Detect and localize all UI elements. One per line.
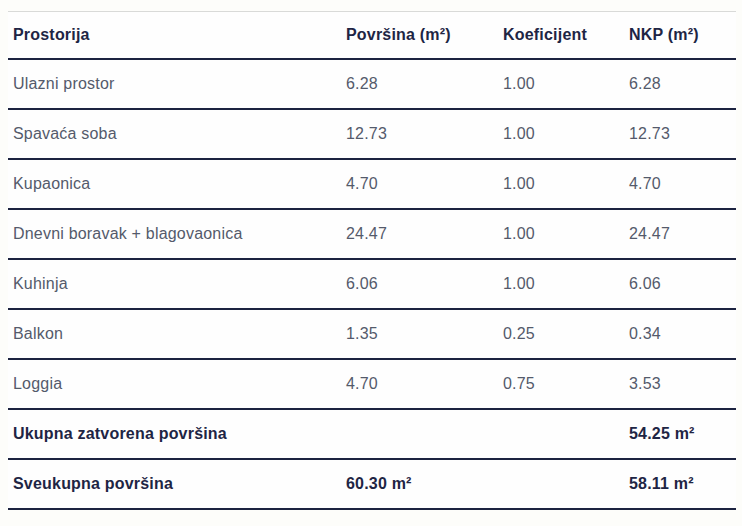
koeficijent-cell: 0.25 bbox=[502, 325, 628, 343]
nkp-cell: 0.34 bbox=[628, 325, 736, 343]
povrsina-cell: 4.70 bbox=[345, 175, 502, 193]
total-nkp-cell: 58.11 m² bbox=[628, 475, 736, 493]
table-row: Kuhinja 6.06 1.00 6.06 bbox=[8, 260, 736, 310]
total-povrsina-cell: 60.30 m² bbox=[345, 475, 502, 493]
povrsina-cell: 6.28 bbox=[345, 75, 502, 93]
table-row: Kupaonica 4.70 1.00 4.70 bbox=[8, 160, 736, 210]
povrsina-cell: 12.73 bbox=[345, 125, 502, 143]
nkp-cell: 3.53 bbox=[628, 375, 736, 393]
nkp-cell: 6.28 bbox=[628, 75, 736, 93]
table-row: Dnevni boravak + blagovaonica 24.47 1.00… bbox=[8, 210, 736, 260]
total-row-overall-area: Sveukupna površina 60.30 m² 58.11 m² bbox=[8, 460, 736, 510]
table-header-row: Prostorija Površina (m²) Koeficijent NKP… bbox=[8, 12, 736, 60]
povrsina-cell: 1.35 bbox=[345, 325, 502, 343]
koeficijent-cell: 1.00 bbox=[502, 275, 628, 293]
room-name-cell: Spavaća soba bbox=[8, 125, 345, 143]
room-area-table: Prostorija Površina (m²) Koeficijent NKP… bbox=[8, 11, 736, 510]
room-name-cell: Dnevni boravak + blagovaonica bbox=[8, 225, 345, 243]
total-nkp-cell: 54.25 m² bbox=[628, 425, 736, 443]
povrsina-cell: 4.70 bbox=[345, 375, 502, 393]
room-name-cell: Loggia bbox=[8, 375, 345, 393]
table-row: Ulazni prostor 6.28 1.00 6.28 bbox=[8, 60, 736, 110]
column-header-povrsina: Površina (m²) bbox=[345, 26, 502, 44]
table-row: Loggia 4.70 0.75 3.53 bbox=[8, 360, 736, 410]
koeficijent-cell: 1.00 bbox=[502, 125, 628, 143]
nkp-cell: 4.70 bbox=[628, 175, 736, 193]
nkp-cell: 24.47 bbox=[628, 225, 736, 243]
total-label-cell: Sveukupna površina bbox=[8, 475, 345, 493]
total-row-closed-area: Ukupna zatvorena površina 54.25 m² bbox=[8, 410, 736, 460]
povrsina-cell: 6.06 bbox=[345, 275, 502, 293]
room-name-cell: Balkon bbox=[8, 325, 345, 343]
table-row: Balkon 1.35 0.25 0.34 bbox=[8, 310, 736, 360]
column-header-koeficijent: Koeficijent bbox=[502, 26, 628, 44]
koeficijent-cell: 1.00 bbox=[502, 75, 628, 93]
povrsina-cell: 24.47 bbox=[345, 225, 502, 243]
column-header-prostorija: Prostorija bbox=[8, 26, 345, 44]
room-name-cell: Kupaonica bbox=[8, 175, 345, 193]
koeficijent-cell: 1.00 bbox=[502, 225, 628, 243]
room-name-cell: Kuhinja bbox=[8, 275, 345, 293]
room-name-cell: Ulazni prostor bbox=[8, 75, 345, 93]
total-label-cell: Ukupna zatvorena površina bbox=[8, 425, 345, 443]
koeficijent-cell: 1.00 bbox=[502, 175, 628, 193]
table-row: Spavaća soba 12.73 1.00 12.73 bbox=[8, 110, 736, 160]
nkp-cell: 6.06 bbox=[628, 275, 736, 293]
koeficijent-cell: 0.75 bbox=[502, 375, 628, 393]
nkp-cell: 12.73 bbox=[628, 125, 736, 143]
column-header-nkp: NKP (m²) bbox=[628, 26, 736, 44]
